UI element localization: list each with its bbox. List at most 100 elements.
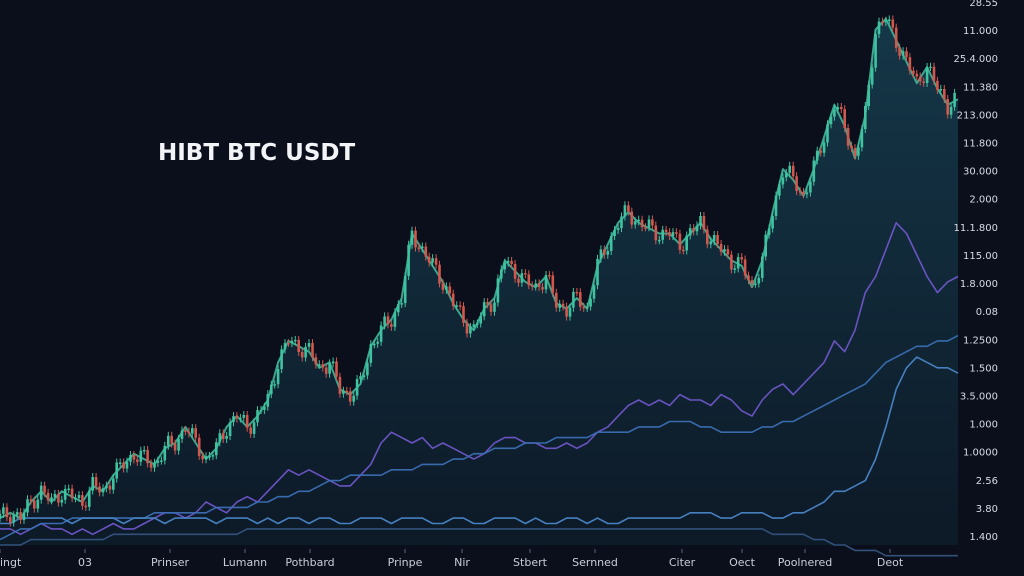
candle-body [369, 344, 373, 363]
candle-body [156, 460, 160, 463]
candle-body [57, 493, 60, 503]
candle-body [177, 439, 180, 451]
candle-body [778, 184, 781, 196]
candle-body [108, 485, 112, 490]
candle-body [273, 384, 276, 386]
candle-body [12, 515, 15, 523]
x-tick-label: 03 [78, 556, 92, 569]
candle-body [445, 286, 448, 290]
candle-body [43, 485, 46, 493]
candle-body [482, 302, 486, 317]
candle-body [348, 391, 352, 402]
candle-body [211, 455, 215, 457]
candle-body [74, 497, 77, 500]
candle-body [242, 415, 246, 418]
candle-body [311, 343, 314, 358]
candle-body [455, 305, 458, 307]
candle-body [527, 274, 531, 286]
candle-body [905, 51, 908, 58]
candle-body [318, 364, 321, 366]
candle-body [160, 460, 163, 462]
candle-body [2, 507, 5, 514]
x-tick-label: Deot [877, 556, 904, 569]
candle-body [644, 227, 647, 229]
candle-body [860, 129, 864, 148]
candle-body [561, 303, 565, 307]
candle-body [352, 395, 355, 402]
candle-body [359, 376, 362, 380]
candle-body [81, 495, 84, 506]
candle-body [208, 456, 211, 458]
chart-title: HIBT BTC USDT [158, 140, 355, 166]
candle-body [819, 150, 822, 153]
candle-body [112, 478, 115, 490]
candle-body [53, 493, 57, 498]
candle-body [283, 343, 287, 350]
candle-body [826, 124, 829, 143]
candle-body [791, 165, 795, 177]
candle-body [139, 450, 143, 462]
x-tick-label: Citer [669, 556, 696, 569]
candle-body [596, 258, 599, 286]
candle-body [788, 165, 791, 173]
candle-body [747, 275, 750, 281]
candle-body [393, 312, 397, 327]
candle-body [809, 181, 812, 193]
candle-body [194, 428, 197, 438]
candle-body [520, 273, 524, 283]
candle-body [489, 304, 493, 312]
candle-body [366, 362, 369, 376]
candle-body [136, 459, 139, 462]
candle-body [184, 430, 187, 432]
candle-body [201, 455, 204, 460]
candle-body [946, 99, 949, 115]
candle-body [129, 455, 132, 462]
candle-body [321, 364, 325, 368]
candle-body [22, 512, 26, 520]
candle-body [221, 433, 225, 439]
candle-body [458, 305, 462, 307]
candle-body [761, 256, 764, 278]
y-tick-label: 3.5.000 [960, 392, 998, 403]
candle-body [774, 195, 778, 216]
candle-body [342, 390, 345, 394]
candle-body [757, 277, 761, 284]
candle-body [496, 278, 500, 303]
y-tick-label: 115.00 [963, 251, 998, 262]
x-tick-label: Nir [454, 556, 470, 569]
candle-body [939, 89, 943, 91]
candle-body [671, 232, 675, 237]
candle-body [122, 462, 125, 469]
candle-body [215, 442, 218, 456]
x-tick-label: Prinser [151, 556, 189, 569]
candle-body [572, 291, 575, 308]
candle-body [431, 258, 434, 263]
candle-body [682, 249, 685, 252]
candle-body [105, 485, 108, 489]
candle-body [877, 21, 881, 34]
candle-body [568, 307, 572, 317]
candle-body [397, 304, 400, 313]
candle-body [276, 369, 280, 385]
candle-body [541, 287, 544, 290]
candle-body [922, 81, 925, 83]
series-line-1 [0, 17, 959, 520]
candle-body [685, 235, 688, 251]
candle-body [204, 456, 208, 460]
candle-body [712, 235, 716, 242]
candle-body [929, 66, 932, 69]
candle-body [544, 275, 548, 290]
candle-body [867, 84, 870, 106]
candle-body [84, 505, 88, 508]
candle-body [67, 488, 70, 491]
y-tick-label: 11.380 [963, 82, 998, 93]
candle-body [245, 415, 249, 428]
candle-body [692, 228, 695, 232]
candle-body [781, 177, 785, 185]
candles [0, 15, 956, 527]
candle-body [833, 109, 836, 117]
candle-body [785, 172, 788, 178]
candle-body [894, 27, 898, 48]
candle-body [953, 92, 956, 107]
candle-body [585, 306, 589, 309]
